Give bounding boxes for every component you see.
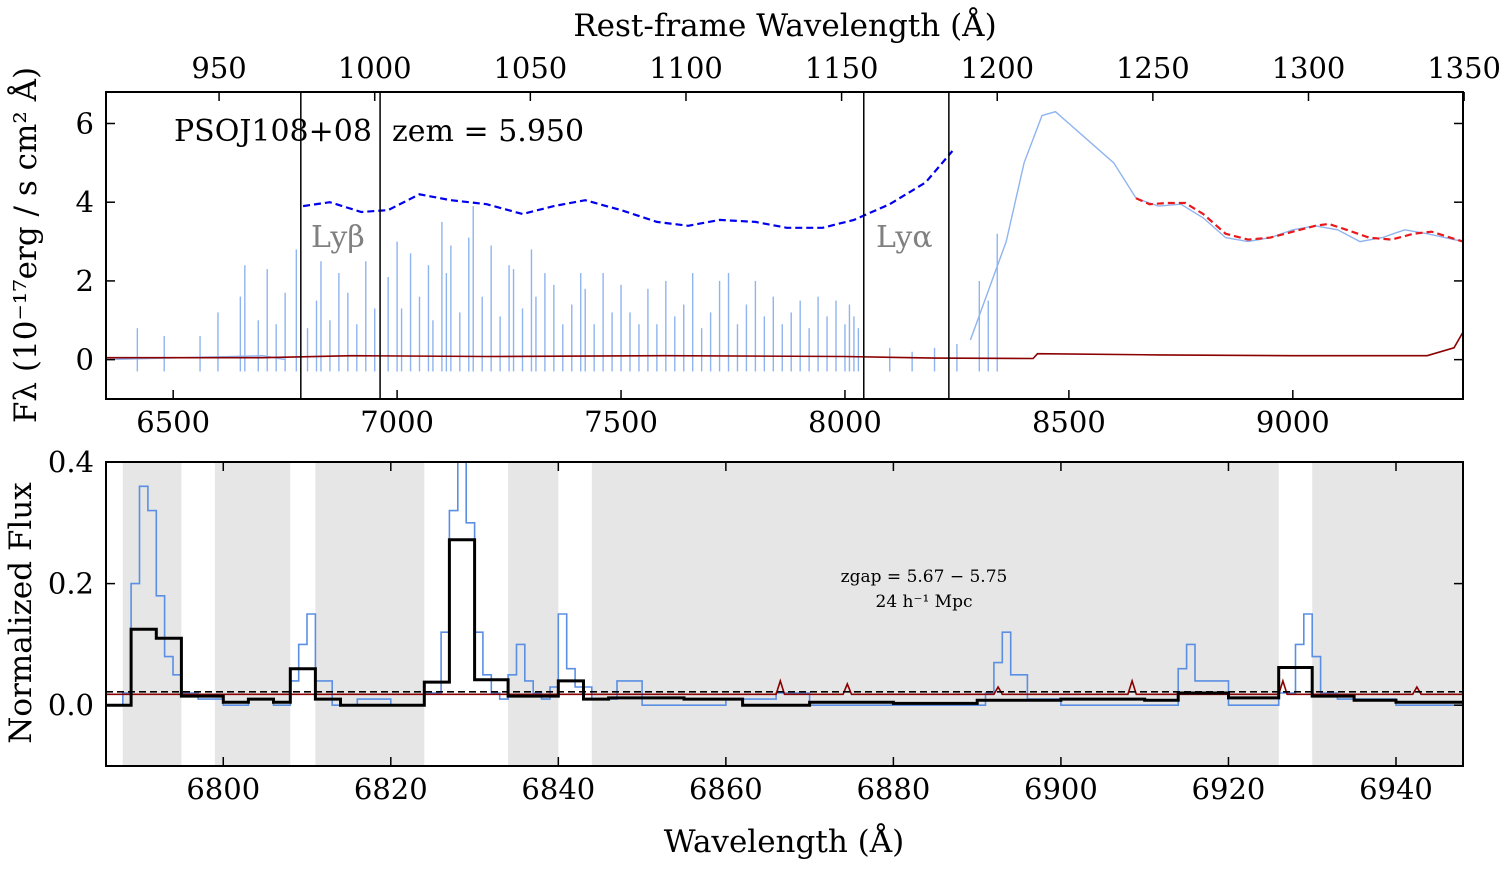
- bottom-x-tick-label: 6800: [186, 772, 260, 806]
- rest-frame-tick-label: 1100: [649, 51, 723, 85]
- ly-beta-label: Lyβ: [311, 220, 365, 255]
- top-x-ticks: 6500 7000 7500 8000 8500 9000: [136, 390, 1330, 439]
- top-y-tick-label: 6: [76, 106, 94, 140]
- bottom-y-tick-label: 0.4: [48, 445, 94, 479]
- top-vertical-lines: [300, 92, 950, 399]
- bottom-binned-steps: [106, 538, 1463, 707]
- top-flux-segment-1: [969, 110, 1464, 341]
- gap-region: [122, 462, 182, 766]
- top-red-continuum: [1135, 197, 1464, 243]
- top-y-tick-label: 4: [76, 185, 94, 219]
- zgap-label: zgap = 5.67 − 5.75: [841, 567, 1008, 587]
- bottom-y-axis-label: Normalized Flux: [3, 482, 39, 744]
- rest-frame-tick-label: 1250: [1116, 51, 1190, 85]
- top-y-ticks: 0 2 4 6: [76, 106, 1463, 377]
- bottom-series-layer: [106, 461, 1464, 707]
- bottom-x-tick-label: 6940: [1359, 772, 1433, 806]
- bottom-panel: 6800 6820 6840 6860 6880 6900 6920 6940 0.00.20…: [3, 445, 1464, 860]
- bottom-x-tick-label: 6860: [689, 772, 763, 806]
- rest-frame-axis-label: Rest-frame Wavelength (Å): [573, 6, 996, 44]
- rest-frame-tick-label: 1150: [805, 51, 879, 85]
- top-y-tick-label: 0: [76, 343, 94, 377]
- rest-frame-tick-label: 1050: [493, 51, 567, 85]
- bottom-x-tick-label: 6820: [354, 772, 428, 806]
- gap-region: [591, 462, 1279, 766]
- top-x-tick-label: 8500: [1032, 405, 1106, 439]
- rest-frame-tick-label: 1200: [960, 51, 1034, 85]
- top-y-axis-label: Fλ (10⁻¹⁷erg / s cm² Å): [6, 67, 44, 423]
- bottom-x-ticks: 6800 6820 6840 6860 6880 6900 6920 6940: [186, 462, 1433, 806]
- ly-alpha-label: Lyα: [876, 220, 933, 255]
- bottom-x-tick-label: 6840: [521, 772, 595, 806]
- top-error-line: [106, 331, 1464, 360]
- top-panel: 6500 7000 7500 8000 8500 9000 0 2 4 6 950 1000 105…: [6, 6, 1501, 439]
- object-name-label: PSOJ108+08: [174, 114, 372, 149]
- top-blue-continuum: [302, 150, 954, 229]
- bottom-y-ticks: 0.0 0.2 0.4: [48, 445, 1463, 722]
- bottom-x-tick-label: 6920: [1192, 772, 1266, 806]
- gap-region: [214, 462, 291, 766]
- redshift-label: zem = 5.950: [392, 114, 584, 149]
- zgap-length-label: 24 h⁻¹ Mpc: [876, 592, 973, 612]
- bottom-y-tick-label: 0.0: [48, 688, 94, 722]
- bottom-x-axis-label: Wavelength (Å): [664, 822, 904, 860]
- bottom-x-tick-label: 6900: [1024, 772, 1098, 806]
- top-series-layer: [105, 110, 1464, 372]
- gap-region: [508, 462, 559, 766]
- rest-frame-tick-label: 1000: [338, 51, 412, 85]
- bottom-axes-frame: [105, 461, 1464, 767]
- top-x-tick-label: 8000: [808, 405, 882, 439]
- gap-region: [1312, 462, 1463, 766]
- gap-regions: [122, 462, 1463, 766]
- top-x-tick-label: 9000: [1256, 405, 1330, 439]
- rest-frame-tick-label: 1350: [1427, 51, 1501, 85]
- top-x-tick-label: 7000: [360, 405, 434, 439]
- gap-region: [315, 462, 425, 766]
- rest-frame-ticks: 950 1000 1050 1100 1150 1200 1250 1300 1350: [191, 51, 1501, 101]
- rest-frame-tick-label: 1300: [1272, 51, 1346, 85]
- rest-frame-tick-label: 950: [191, 51, 246, 85]
- top-x-tick-label: 7500: [584, 405, 658, 439]
- top-y-tick-label: 2: [76, 264, 94, 298]
- bottom-y-tick-label: 0.2: [48, 567, 94, 601]
- bottom-x-tick-label: 6880: [856, 772, 930, 806]
- bottom-error-line: [106, 678, 1463, 696]
- bottom-flux-line: [106, 461, 1464, 707]
- top-x-tick-label: 6500: [136, 405, 210, 439]
- top-axes-frame: [105, 91, 1464, 400]
